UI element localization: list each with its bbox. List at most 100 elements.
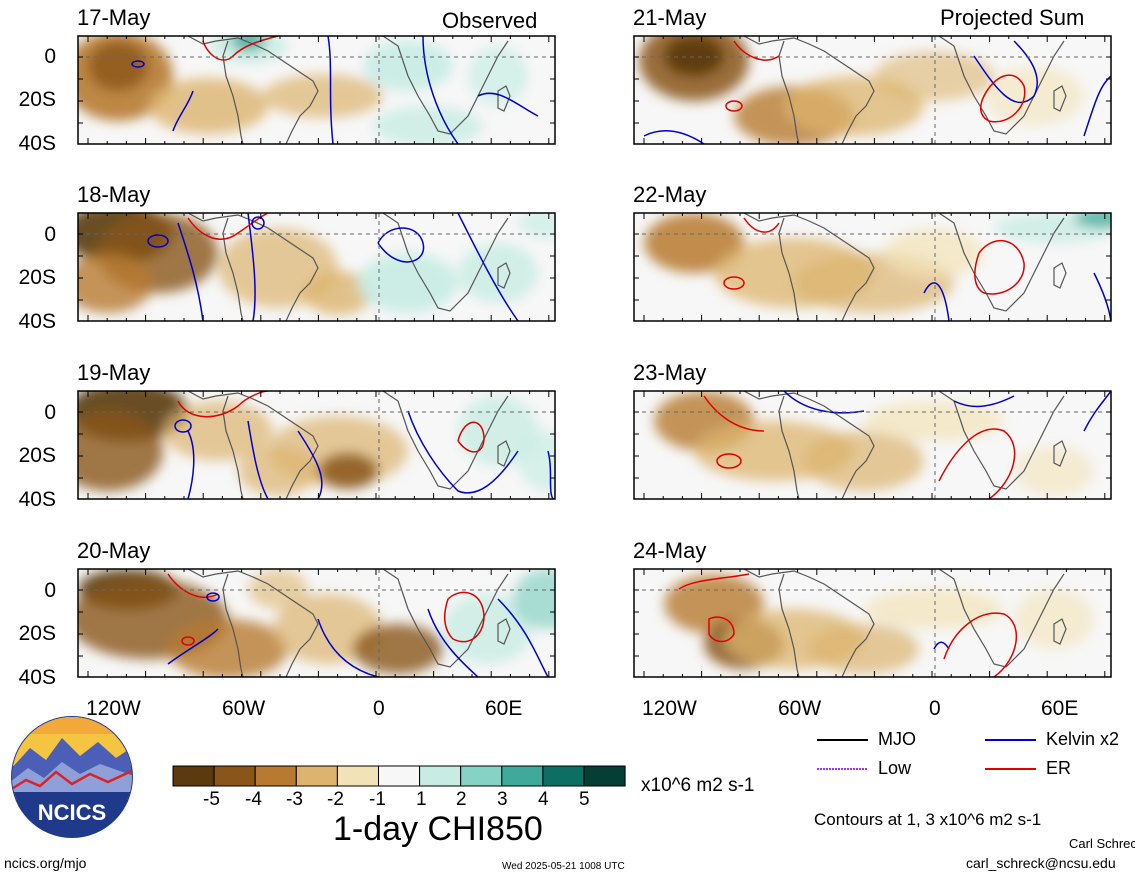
- cb-tick-m5: -5: [203, 789, 220, 810]
- coastline-path: [938, 36, 1065, 135]
- chi-anomaly-shading: [664, 574, 1094, 674]
- kelvin-contour: [174, 419, 192, 433]
- wave-contours: [131, 36, 539, 144]
- kelvin-contour: [1083, 391, 1111, 432]
- anomaly-region: [518, 213, 555, 238]
- coastline-path: [778, 395, 800, 499]
- coastline-path: [497, 262, 511, 289]
- anomaly-region: [1074, 213, 1111, 228]
- ytick-l3-40s: 40S: [18, 666, 56, 689]
- projected-sum-title: Projected Sum: [940, 5, 1085, 30]
- colorbar: [172, 765, 626, 787]
- anomaly-region: [373, 106, 483, 144]
- er-contour: [743, 217, 780, 233]
- colorbar-swatch: [378, 765, 421, 787]
- panel-frame: [77, 212, 556, 322]
- ytick-l1-40s: 40S: [18, 310, 56, 333]
- colorbar-swatch: [213, 765, 256, 787]
- anomaly-region: [809, 624, 919, 674]
- anomaly-region: [353, 624, 443, 674]
- coastline-path: [1053, 440, 1067, 467]
- panel-date-l3: 20-May: [77, 538, 151, 563]
- chi-anomaly-shading: [78, 36, 528, 144]
- legend-label-kelvin: Kelvin x2: [1046, 729, 1120, 749]
- colorbar-swatch: [419, 765, 462, 787]
- anomaly-region: [884, 228, 984, 278]
- chi-anomaly-shading: [654, 391, 1094, 496]
- anomaly-region: [664, 36, 724, 76]
- er-contour: [181, 636, 195, 646]
- coastline-path: [215, 392, 319, 499]
- coastline-path: [187, 36, 217, 45]
- chi-anomaly-shading: [78, 569, 555, 677]
- kelvin-contour: [187, 430, 195, 499]
- panel-frame: [77, 35, 556, 145]
- kelvin-contour: [933, 641, 950, 650]
- coastlines: [187, 213, 511, 321]
- kelvin-contour: [783, 391, 865, 414]
- axis-ticks: [78, 391, 555, 499]
- coastline-path: [222, 40, 244, 144]
- panel-date-r1: 22-May: [633, 182, 707, 207]
- kelvin-contour: [317, 618, 379, 677]
- kelvin-contour: [457, 213, 519, 321]
- colorbar-swatch: [172, 765, 215, 787]
- anomaly-region: [148, 78, 268, 134]
- footer-timestamp: Wed 2025-05-21 1008 UTC: [502, 861, 625, 872]
- ytick-l1-20s: 20S: [18, 266, 56, 289]
- cb-tick-3: 3: [497, 789, 508, 810]
- map-panel: [77, 390, 556, 500]
- colorbar-swatch: [583, 765, 626, 787]
- map-panel: [77, 568, 556, 678]
- coastline-path: [382, 213, 509, 312]
- coastline-path: [1053, 85, 1067, 112]
- footer-email: carl_schreck@ncsu.edu: [966, 855, 1116, 871]
- footer-author: Carl Schreck: [1069, 836, 1135, 851]
- anomaly-region: [664, 574, 764, 634]
- colorbar-swatch: [542, 765, 585, 787]
- chi-anomaly-shading: [644, 213, 1111, 313]
- legend-label-er: ER: [1046, 758, 1072, 778]
- anomaly-region: [864, 589, 1004, 629]
- legend-label-mjo: MJO: [878, 729, 916, 749]
- coastline-path: [222, 395, 244, 499]
- panel-date-l2: 19-May: [77, 360, 151, 385]
- coastlines: [187, 569, 511, 677]
- coastline-path: [938, 569, 1065, 668]
- er-contour: [678, 573, 750, 590]
- panel-frame: [633, 212, 1112, 322]
- anomaly-region: [88, 41, 148, 91]
- er-contour: [443, 591, 485, 643]
- er-contour: [938, 428, 1016, 499]
- coastline-path: [222, 573, 244, 677]
- er-contour: [708, 616, 735, 643]
- anomaly-region: [263, 74, 383, 118]
- coastlines: [743, 213, 1067, 321]
- anomaly-region: [644, 213, 744, 273]
- coastline-path: [382, 36, 509, 135]
- colorbar-swatch: [501, 765, 544, 787]
- panel-frame: [633, 390, 1112, 500]
- er-contour: [943, 612, 1018, 677]
- coastline-path: [497, 85, 511, 112]
- chi-anomaly-shading: [78, 391, 555, 496]
- cb-tick-m2: -2: [327, 789, 344, 810]
- anomaly-region: [458, 396, 538, 466]
- kelvin-contour: [547, 450, 554, 499]
- coastline-path: [743, 391, 773, 400]
- xtick-l-0: 0: [373, 697, 385, 720]
- anomaly-region: [804, 431, 924, 491]
- anomaly-region: [163, 401, 273, 461]
- cb-tick-m1: -1: [369, 789, 386, 810]
- kelvin-contour: [172, 90, 194, 132]
- map-panel: [77, 212, 556, 322]
- anomaly-region: [518, 431, 555, 491]
- er-contour: [202, 36, 279, 61]
- colorbar-swatch: [254, 765, 297, 787]
- ytick-l0-40s: 40S: [18, 132, 56, 155]
- kelvin-contour: [477, 92, 539, 117]
- map-panel: [633, 35, 1112, 145]
- ytick-l2-40s: 40S: [18, 488, 56, 511]
- anomaly-region: [513, 569, 555, 629]
- coastline-path: [215, 37, 319, 144]
